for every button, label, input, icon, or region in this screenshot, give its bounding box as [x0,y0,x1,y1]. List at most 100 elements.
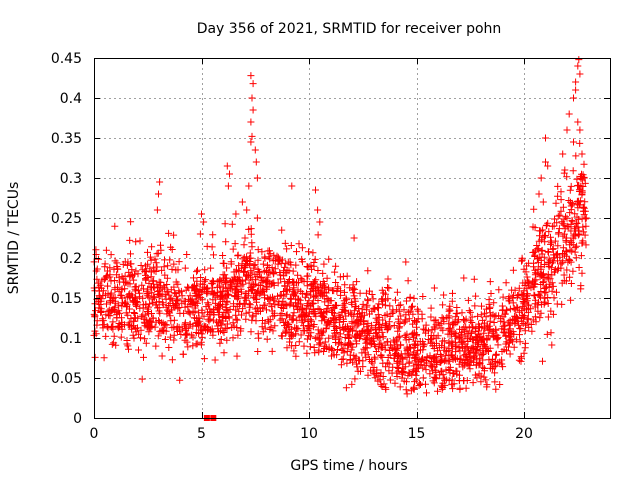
data-point [294,271,302,279]
data-point [97,308,105,316]
data-point [577,252,585,260]
data-point [319,292,327,300]
data-point [402,386,410,394]
data-point [218,292,226,299]
data-point [289,267,297,275]
data-point [481,367,488,375]
data-point [95,255,102,263]
x-tick-labels: 0 5 10 15 20 [90,426,533,442]
data-point [396,332,404,340]
data-point [505,321,513,329]
data-point [570,94,577,102]
data-point [364,319,372,327]
data-point [556,253,564,261]
data-point [217,293,225,301]
data-point [131,310,139,317]
data-point [524,315,532,323]
data-point [351,295,359,303]
data-point [369,368,377,376]
data-point [490,299,498,307]
data-point [168,356,176,364]
data-point [565,110,573,118]
data-point [362,289,370,297]
data-point [158,285,166,293]
data-point [554,242,562,250]
data-point [320,314,328,322]
data-point [473,333,481,341]
data-point [323,295,331,302]
data-point [582,222,590,230]
data-point [163,281,171,288]
data-point [402,311,410,319]
data-point [211,356,219,364]
data-point [222,304,230,312]
data-point [319,329,327,337]
data-point [196,317,204,325]
data-point [158,352,166,360]
data-point [539,233,547,241]
data-point [530,291,538,299]
data-point [111,257,119,265]
data-point [452,348,460,356]
data-point [197,326,205,334]
data-point [337,287,344,295]
data-point [175,304,183,311]
data-point [217,336,225,343]
data-point [238,288,245,296]
data-point [126,273,134,281]
data-point [581,198,589,206]
data-point [298,318,306,326]
data-point [253,214,261,222]
data-point [501,322,509,330]
data-point [295,338,303,346]
data-point [482,305,490,313]
data-point [111,308,119,316]
data-point [125,345,132,353]
y-tick-label: 0.2 [60,251,82,267]
data-point [353,278,361,286]
data-point [194,266,201,274]
data-point [567,258,575,266]
data-point [457,356,465,364]
data-point [449,385,457,393]
data-point [580,204,587,212]
data-point [374,311,382,319]
data-point [311,334,319,342]
data-point [115,273,123,281]
data-point [126,290,134,298]
data-point [223,336,231,344]
data-point [198,296,206,304]
data-point [455,360,463,368]
data-point [534,290,542,298]
data-point [580,160,588,168]
data-point [290,347,298,355]
data-point [121,272,129,280]
data-point [197,274,205,281]
data-point [274,292,281,300]
data-point [98,277,106,285]
data-point [220,349,228,357]
data-point [476,358,484,366]
data-point [126,280,134,288]
data-point [364,267,372,275]
data-point [553,288,560,296]
data-point [155,290,163,298]
data-point [566,273,574,281]
data-point [519,295,527,303]
data-point [405,358,413,366]
data-point [325,334,333,342]
data-point [378,286,386,294]
data-point [448,352,456,360]
data-point [271,301,279,309]
data-point [253,272,261,280]
data-point [304,272,312,280]
data-point [352,319,360,326]
data-point [571,225,578,233]
data-point [350,323,358,331]
data-point [551,268,559,276]
data-point [325,255,333,263]
data-point [342,324,349,332]
data-point [286,329,294,336]
data-point [138,281,146,289]
data-point [433,357,441,365]
